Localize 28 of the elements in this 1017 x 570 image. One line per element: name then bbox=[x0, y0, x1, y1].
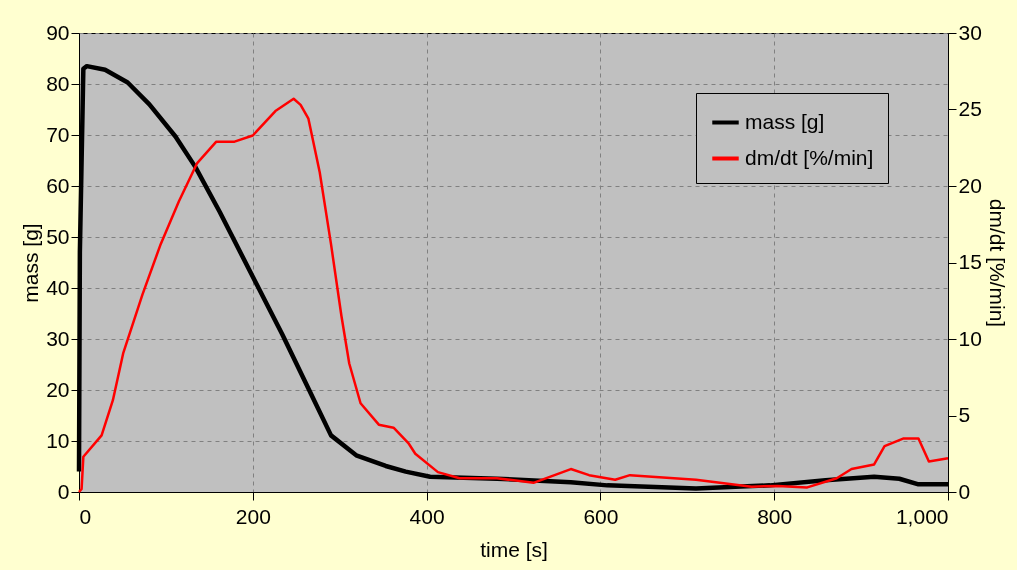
x-tick-label: 1,000 bbox=[895, 504, 949, 528]
x-axis-title: time [s] bbox=[480, 537, 548, 561]
x-tick-label: 200 bbox=[235, 504, 271, 528]
y2-tick-label: 30 bbox=[958, 20, 982, 44]
y-tick-label: 20 bbox=[46, 377, 70, 401]
y2-tick-label: 10 bbox=[958, 326, 982, 350]
x-tick-label: 800 bbox=[757, 504, 793, 528]
y2-tick-label: 20 bbox=[958, 173, 982, 197]
y-tick-label: 80 bbox=[46, 71, 70, 95]
y2-tick-label: 5 bbox=[958, 403, 971, 426]
y-tick-label: 10 bbox=[46, 428, 70, 452]
x-tick-label: 0 bbox=[79, 504, 92, 528]
y2-tick-label: 25 bbox=[958, 97, 982, 120]
y-tick-label: 0 bbox=[57, 479, 70, 503]
y-tick-label: 40 bbox=[46, 275, 70, 299]
y2-axis-title: dm/dt [%/min] bbox=[985, 198, 1009, 328]
legend-label: dm/dt [%/min] bbox=[745, 145, 874, 169]
y2-tick-label: 0 bbox=[958, 479, 971, 503]
legend-label: mass [g] bbox=[745, 109, 825, 133]
y2-tick-label: 15 bbox=[958, 250, 982, 273]
y-axis-title: mass [g] bbox=[19, 223, 43, 303]
y-tick-label: 50 bbox=[46, 224, 70, 248]
y-tick-label: 90 bbox=[46, 20, 70, 44]
y-tick-label: 30 bbox=[46, 326, 70, 350]
y-tick-label: 60 bbox=[46, 173, 70, 197]
x-tick-label: 600 bbox=[583, 504, 619, 528]
y-tick-label: 70 bbox=[46, 122, 70, 146]
x-tick-label: 400 bbox=[409, 504, 445, 528]
